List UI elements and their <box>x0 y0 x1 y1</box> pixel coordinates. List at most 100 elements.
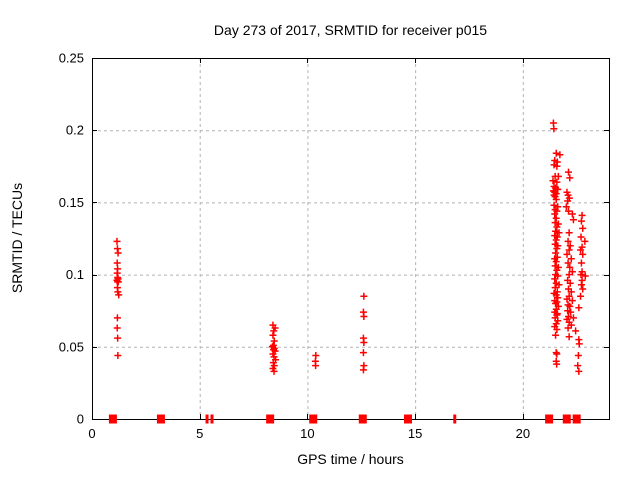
chart-title: Day 273 of 2017, SRMTID for receiver p01… <box>213 22 488 38</box>
data-point-plus <box>551 262 559 270</box>
y-tick-label: 0.25 <box>59 51 84 66</box>
x-tick-label: 20 <box>516 426 530 441</box>
data-point-plus <box>577 281 585 289</box>
y-tick-label: 0.2 <box>66 123 84 138</box>
data-point-plus <box>569 314 577 322</box>
y-tick-label: 0.1 <box>66 267 84 282</box>
data-point-plus <box>568 210 576 218</box>
data-point-plus <box>575 340 583 348</box>
data-point-plus <box>552 258 560 266</box>
data-point-plus <box>554 172 562 180</box>
zero-marker-bar <box>205 414 209 424</box>
data-point-plus <box>114 334 122 342</box>
x-tick-label: 15 <box>408 426 422 441</box>
data-point-plus <box>553 360 561 368</box>
data-point-plus <box>581 272 589 280</box>
data-point-plus <box>551 275 559 283</box>
data-point-plus <box>113 324 121 332</box>
data-point-plus <box>270 367 278 375</box>
x-axis-label: GPS time / hours <box>297 451 404 467</box>
data-point-plus <box>579 224 587 232</box>
data-point-plus <box>575 304 583 312</box>
data-point-plus <box>550 191 558 199</box>
data-point-plus <box>565 333 573 341</box>
data-point-plus <box>551 210 559 218</box>
data-point-plus <box>114 249 122 257</box>
data-point-plus <box>269 331 277 339</box>
data-point-plus <box>113 237 121 245</box>
data-point-plus <box>566 302 574 310</box>
zero-marker-square <box>266 414 275 424</box>
data-point-plus <box>555 281 563 289</box>
data-point-plus <box>114 351 122 359</box>
data-point-plus <box>553 298 561 306</box>
data-point-plus <box>552 196 560 204</box>
data-point-plus <box>552 249 560 257</box>
data-point-plus <box>565 168 573 176</box>
data-point-plus <box>312 362 320 370</box>
data-point-plus <box>581 237 589 245</box>
data-point-plus <box>360 312 368 320</box>
data-point-plus <box>553 266 561 274</box>
data-point-plus <box>556 151 564 159</box>
data-point-plus <box>577 217 585 225</box>
data-point-plus <box>551 284 559 292</box>
data-point-plus <box>553 178 561 186</box>
data-point-plus <box>566 263 574 271</box>
data-point-plus <box>566 242 574 250</box>
data-point-plus <box>577 233 585 241</box>
data-point-plus <box>552 149 560 157</box>
data-point-plus <box>553 325 561 333</box>
data-point-plus <box>552 236 560 244</box>
data-point-plus <box>564 324 572 332</box>
data-point-plus <box>569 216 577 224</box>
data-point-plus <box>567 288 575 296</box>
plot-border <box>92 58 610 420</box>
data-point-plus <box>553 223 561 231</box>
zero-marker-square <box>404 414 413 424</box>
y-tick-label: 0.05 <box>59 339 84 354</box>
data-point-plus <box>568 297 576 305</box>
data-point-plus <box>564 237 572 245</box>
data-point-plus <box>567 308 575 316</box>
data-point-plus <box>562 203 570 211</box>
data-point-plus <box>550 125 558 133</box>
data-point-plus <box>579 250 587 258</box>
data-point-plus <box>577 246 585 254</box>
data-point-plus <box>360 292 368 300</box>
zero-marker-square <box>562 414 571 424</box>
data-point-plus <box>564 259 572 267</box>
x-tick-label: 0 <box>88 426 95 441</box>
zero-marker-square <box>156 414 165 424</box>
data-point-plus <box>565 246 573 254</box>
data-point-plus <box>555 229 563 237</box>
data-point-plus <box>270 337 278 345</box>
data-point-plus <box>553 350 561 358</box>
data-point-plus <box>563 250 571 258</box>
data-point-plus <box>115 291 123 299</box>
data-point-plus <box>579 285 587 293</box>
y-tick-label: 0 <box>77 412 84 427</box>
data-point-plus <box>575 367 583 375</box>
x-tick-label: 10 <box>300 426 314 441</box>
data-point-plus <box>565 229 573 237</box>
y-tick-label: 0.15 <box>59 195 84 210</box>
data-point-plus <box>564 197 572 205</box>
data-point-plus <box>552 227 560 235</box>
data-point-plus <box>572 327 580 335</box>
data-point-plus <box>360 338 368 346</box>
data-point-plus <box>552 331 560 339</box>
zero-marker-square <box>545 414 554 424</box>
data-point-plus <box>565 271 573 279</box>
data-point-plus <box>566 279 574 287</box>
zero-marker-square <box>572 414 581 424</box>
data-point-plus <box>577 292 585 300</box>
data-point-plus <box>566 174 574 182</box>
zero-marker-bar <box>453 414 457 424</box>
data-point-plus <box>553 162 561 170</box>
data-point-plus <box>577 271 585 279</box>
zero-marker-square <box>309 414 318 424</box>
data-point-plus <box>551 219 559 227</box>
data-point-plus <box>574 362 582 370</box>
